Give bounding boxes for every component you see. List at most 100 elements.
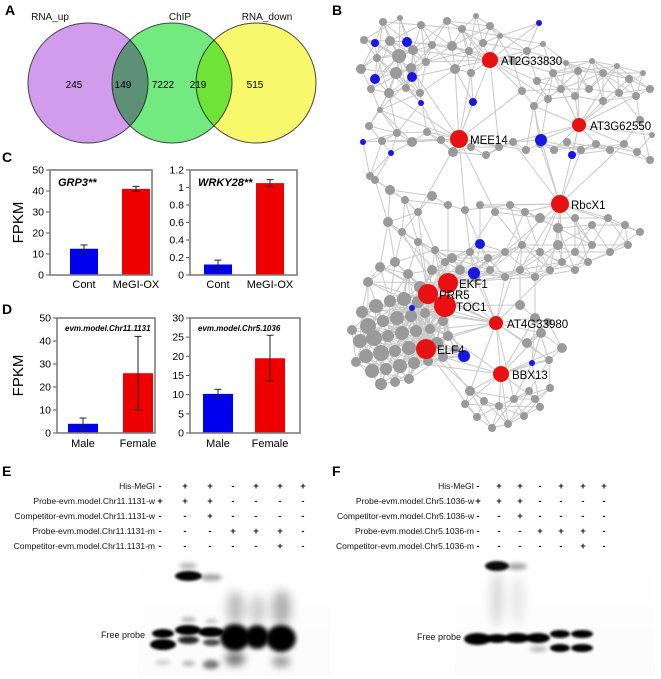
network-node <box>549 69 557 77</box>
network-node <box>497 33 503 39</box>
network-node <box>614 63 620 69</box>
y-tick-label: 20 <box>172 351 184 363</box>
network-node <box>574 67 582 75</box>
gel-band <box>198 627 224 637</box>
condition-symbol: - <box>231 481 235 492</box>
condition-symbol: + <box>207 481 213 492</box>
network-node <box>649 132 655 138</box>
network-node <box>380 363 392 375</box>
network-node-highlighted <box>434 295 456 317</box>
network-node <box>545 356 553 364</box>
gel-band <box>504 633 530 643</box>
y-tick-label: 20 <box>32 228 44 240</box>
network-node <box>363 277 373 287</box>
condition-row-label: Competitor-evm.model.Chr11.1131-m <box>13 541 155 551</box>
panel-label-b: B <box>332 2 343 18</box>
network-graph: AT2G33830 AT3G62550 MEE14 RbcX1 EKF1PRR5TOC1… <box>347 13 655 432</box>
network-node <box>401 196 409 204</box>
network-node <box>571 92 579 100</box>
venn-set-label: ChIP <box>169 12 192 23</box>
condition-symbol: + <box>580 541 586 552</box>
network-node-highlighted <box>438 273 458 293</box>
network-node-highlighted <box>493 366 509 382</box>
condition-symbol: - <box>538 511 542 522</box>
network-node <box>530 102 538 110</box>
network-node <box>571 248 579 256</box>
gel-band <box>202 638 220 646</box>
network-node <box>371 176 379 184</box>
x-category-label: MeGI-OX <box>247 279 294 291</box>
network-node <box>558 258 566 266</box>
condition-symbol: - <box>231 511 235 522</box>
network-node <box>441 258 449 266</box>
network-node <box>375 262 385 272</box>
condition-symbol: - <box>301 511 305 522</box>
network-node <box>640 70 646 76</box>
network-node <box>377 315 389 327</box>
network-node <box>417 21 425 29</box>
network-node <box>621 221 629 229</box>
network-node <box>515 300 525 310</box>
network-node <box>461 400 469 408</box>
condition-symbol: + <box>207 496 213 507</box>
condition-symbol: - <box>158 511 162 522</box>
network-node <box>563 60 569 66</box>
network-node <box>402 84 410 92</box>
condition-symbol: + <box>253 526 259 537</box>
y-tick-label: 25 <box>172 332 184 344</box>
network-node <box>390 257 400 267</box>
condition-symbol: - <box>208 526 212 537</box>
gel-band <box>571 630 593 638</box>
network-node <box>588 221 596 229</box>
network-node <box>378 137 386 145</box>
network-node <box>540 41 546 47</box>
network-node <box>488 424 496 432</box>
condition-symbol: - <box>559 541 563 552</box>
bar <box>70 248 98 275</box>
network-node <box>486 22 494 30</box>
condition-symbol: - <box>497 541 501 552</box>
y-tick-label: 50 <box>32 165 44 177</box>
network-node <box>393 359 407 373</box>
y-tick-label: 0 <box>178 428 184 440</box>
gel-band <box>272 655 290 667</box>
network-node-highlighted <box>482 52 498 68</box>
chart-title: evm.model.Chr11.1131 <box>65 324 151 333</box>
gel-band <box>463 633 491 645</box>
network-node <box>384 295 396 307</box>
network-node <box>444 201 452 209</box>
gel-image-f <box>455 558 655 676</box>
gel-band <box>177 636 199 644</box>
gel-band <box>174 571 202 581</box>
panel-label-c: C <box>2 149 13 165</box>
condition-symbol: - <box>158 481 162 492</box>
network-node <box>422 58 430 66</box>
network-node <box>624 241 632 249</box>
network-node <box>550 146 558 154</box>
condition-row-label: Probe-evm.model.Chr5.1036-w <box>355 496 474 506</box>
y-tick-label: 50 <box>39 313 51 325</box>
network-node <box>395 326 409 340</box>
x-category-label: Cont <box>206 279 229 291</box>
network-node <box>546 384 554 392</box>
network-node <box>408 45 418 55</box>
network-node <box>405 310 417 322</box>
network-node <box>536 403 544 411</box>
chart-title: GRP3** <box>58 177 97 189</box>
network-node <box>366 330 382 346</box>
network-node <box>544 95 552 103</box>
free-probe-label: Free probe <box>100 630 145 640</box>
network-node-highlighted <box>418 284 438 304</box>
network-node <box>390 67 402 79</box>
network-node-label: TOC1 <box>456 302 486 314</box>
y-tick-label: 1 <box>178 182 184 194</box>
network-node <box>553 240 563 250</box>
bar-chart-wrky28: 0 0.2 0.4 0.6 0.8 1 1.2 Cont MeGI-OX WRKY28** <box>169 165 298 291</box>
network-node <box>536 248 544 256</box>
venn-count: 515 <box>247 80 264 91</box>
network-node <box>520 412 528 420</box>
network-node <box>636 228 644 236</box>
network-node <box>522 338 532 348</box>
condition-symbol: - <box>518 541 522 552</box>
condition-symbol: - <box>158 526 162 537</box>
